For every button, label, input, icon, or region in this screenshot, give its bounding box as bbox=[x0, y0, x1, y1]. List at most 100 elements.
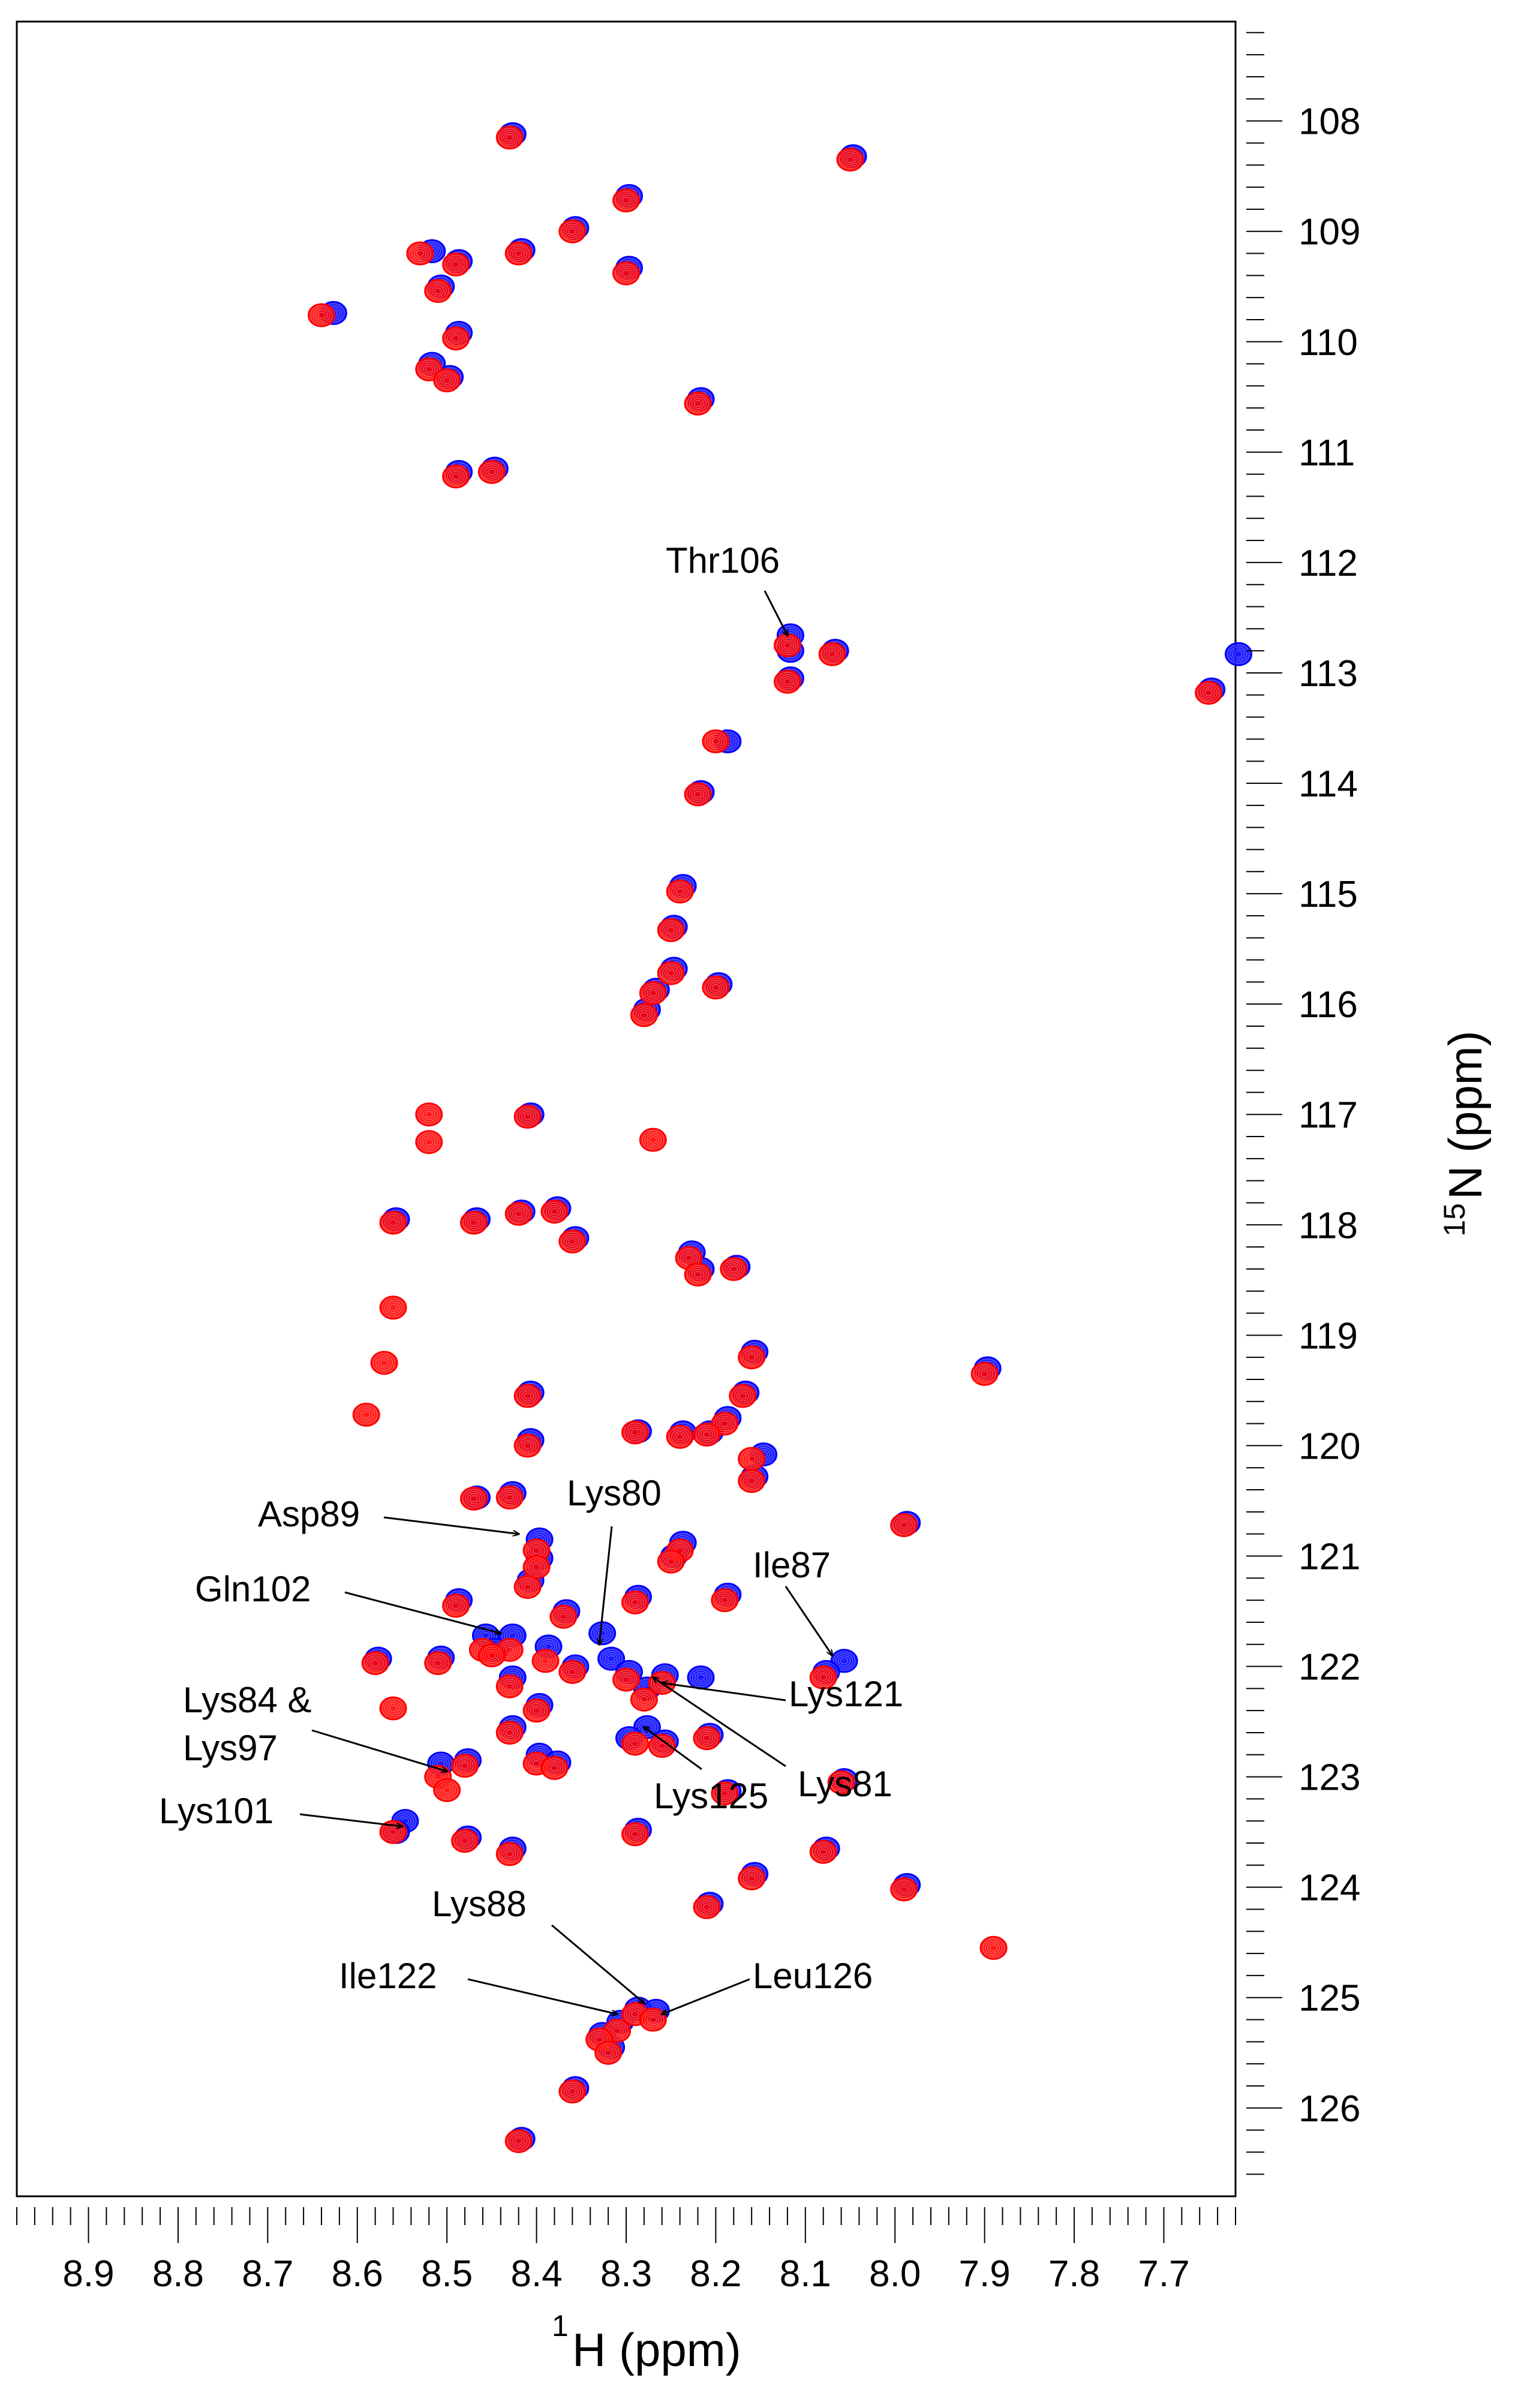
x-tick-label: 8.7 bbox=[242, 2253, 293, 2295]
peak-point bbox=[809, 1665, 837, 1689]
annotation-label: Lys97 bbox=[183, 1728, 278, 1768]
peak-point bbox=[379, 1696, 407, 1721]
peak-point bbox=[424, 1651, 452, 1675]
series-spectrum_2 bbox=[308, 125, 1223, 2153]
annotation-arrow bbox=[551, 1924, 644, 2003]
peak-point bbox=[594, 2040, 623, 2065]
y-tick-label: 124 bbox=[1298, 1868, 1360, 1909]
peak-point bbox=[630, 1687, 658, 1712]
x-axis-title-superscript: 1 bbox=[552, 2309, 569, 2343]
x-tick-label: 8.9 bbox=[62, 2253, 114, 2295]
peak-point bbox=[379, 1295, 407, 1320]
y-tick-label: 109 bbox=[1298, 212, 1360, 253]
peak-point bbox=[684, 782, 712, 807]
annotation-arrow bbox=[599, 1526, 613, 1645]
peak-point bbox=[495, 125, 524, 150]
peak-point bbox=[549, 1604, 578, 1629]
peak-point bbox=[693, 1726, 721, 1751]
y-tick-label: 118 bbox=[1298, 1205, 1358, 1246]
y-tick-label: 126 bbox=[1298, 2088, 1360, 2130]
peak-point bbox=[406, 241, 434, 266]
y-tick-label: 113 bbox=[1298, 653, 1358, 695]
peak-point bbox=[442, 252, 470, 276]
annotation-lys101: Lys101 bbox=[159, 1791, 402, 1831]
peak-point bbox=[773, 669, 801, 694]
peak-point bbox=[1225, 642, 1252, 666]
x-tick-label: 8.5 bbox=[421, 2253, 473, 2295]
peak-point bbox=[711, 1781, 739, 1806]
x-tick-label: 8.2 bbox=[690, 2253, 741, 2295]
peak-point bbox=[361, 1651, 389, 1675]
annotations-layer: Thr106 Asp89 Lys80 Ile87 Gln102 Lys121 Lys84 &… bbox=[159, 540, 903, 2014]
peak-point bbox=[424, 279, 452, 303]
peak-point bbox=[648, 1734, 676, 1758]
x-tick-label: 8.4 bbox=[510, 2253, 562, 2295]
peak-point bbox=[504, 241, 533, 266]
annotation-thr106: Thr106 bbox=[666, 540, 787, 635]
annotation-label: Lys80 bbox=[567, 1473, 662, 1513]
peak-point bbox=[738, 1345, 766, 1370]
y-tick-label: 117 bbox=[1298, 1095, 1358, 1136]
peak-point bbox=[379, 1210, 407, 1235]
peaks-layer bbox=[308, 122, 1252, 2153]
y-tick-label: 111 bbox=[1298, 432, 1355, 474]
peak-point bbox=[531, 1649, 560, 1673]
peak-point bbox=[738, 1469, 766, 1493]
annotation-label: Lys125 bbox=[654, 1776, 768, 1816]
y-tick-label: 123 bbox=[1298, 1757, 1360, 1799]
annotation-label: Lys81 bbox=[798, 1764, 892, 1804]
peak-point bbox=[308, 303, 335, 327]
x-axis-title: 1 H (ppm) bbox=[552, 2309, 741, 2376]
peak-point bbox=[729, 1384, 757, 1408]
annotation-ile122: Ile122 bbox=[339, 1956, 617, 2014]
peak-point bbox=[639, 1128, 667, 1152]
annotation-label: Lys121 bbox=[789, 1674, 903, 1714]
annotation-arrow bbox=[662, 1978, 750, 2014]
peak-point bbox=[809, 1839, 837, 1864]
peak-point bbox=[442, 1594, 470, 1618]
peak-point bbox=[621, 1420, 649, 1445]
annotation-ile87: Ile87 bbox=[753, 1545, 832, 1655]
peak-point bbox=[684, 1262, 712, 1287]
peak-point bbox=[970, 1361, 999, 1386]
peak-point bbox=[451, 1754, 479, 1778]
annotation-label: Lys88 bbox=[432, 1884, 527, 1924]
annotation-asp89: Asp89 bbox=[258, 1494, 519, 1534]
peak-point bbox=[558, 1660, 587, 1684]
peak-point bbox=[693, 1895, 721, 1919]
y-tick-label: 119 bbox=[1298, 1315, 1358, 1357]
peak-point bbox=[477, 1643, 506, 1668]
peak-point bbox=[460, 1486, 488, 1511]
peak-point bbox=[612, 1667, 640, 1692]
peak-point bbox=[657, 918, 685, 942]
peak-point bbox=[495, 1720, 524, 1745]
peak-point bbox=[588, 1621, 617, 1646]
peak-point bbox=[504, 1201, 533, 1226]
peak-point bbox=[522, 1698, 551, 1723]
annotation-arrow bbox=[344, 1591, 501, 1633]
y-tick-label: 112 bbox=[1298, 543, 1358, 584]
x-tick-label: 8.1 bbox=[780, 2253, 831, 2295]
peak-point bbox=[433, 1778, 461, 1802]
annotation-label: Asp89 bbox=[258, 1494, 360, 1534]
peak-point bbox=[513, 1384, 542, 1408]
peak-point bbox=[460, 1210, 488, 1235]
peak-point bbox=[597, 1646, 626, 1671]
svg-text:15N (ppm): 15N (ppm) bbox=[1438, 1030, 1492, 1236]
peak-point bbox=[612, 261, 640, 285]
peak-point bbox=[693, 1422, 721, 1447]
y-tick-label: 116 bbox=[1298, 984, 1358, 1026]
annotation-arrow bbox=[383, 1516, 519, 1534]
peak-point bbox=[687, 1665, 715, 1689]
peak-point bbox=[639, 981, 667, 1005]
axes-layer: 8.9 8.8 8.7 8.6 8.5 8.4 8.3 8.2 8.1 8.0 7.9 7.8 7.7 1… bbox=[16, 32, 1360, 2295]
y-axis-title-text: N (ppm) bbox=[1439, 1030, 1492, 1200]
peak-point bbox=[621, 1731, 649, 1756]
y-tick-label: 125 bbox=[1298, 1978, 1360, 2019]
peak-point bbox=[639, 2007, 667, 2032]
peak-point bbox=[558, 2079, 587, 2104]
peak-point bbox=[415, 1130, 443, 1155]
x-tick-label: 7.7 bbox=[1138, 2253, 1189, 2295]
y-axis-title-superscript: 15 bbox=[1438, 1203, 1471, 1237]
